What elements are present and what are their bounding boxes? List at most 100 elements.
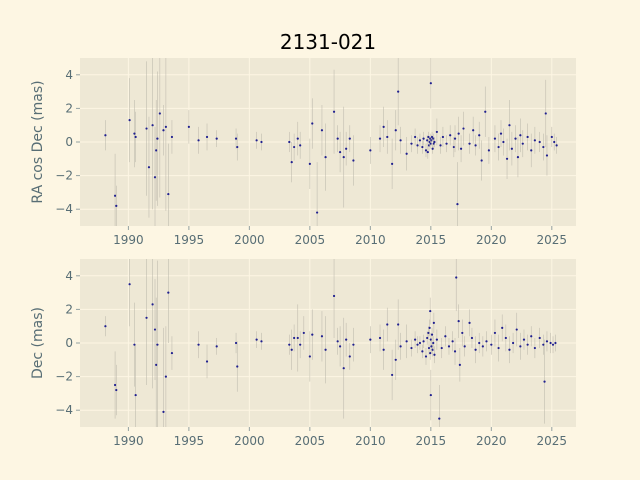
dec-xtick-label-2015: 2015 (416, 434, 447, 448)
dec-point-98 (530, 335, 533, 338)
ra-point-101 (526, 135, 529, 139)
dec-point-66 (433, 353, 436, 356)
dec-point-77 (457, 320, 460, 323)
ra-point-17 (187, 125, 190, 128)
ra-point-3 (128, 119, 131, 122)
ra-point-105 (542, 145, 545, 149)
ra-xtick-label-2000: 2000 (234, 233, 265, 247)
dec-point-7 (151, 303, 154, 306)
ra-xtick-label-2025: 2025 (537, 233, 568, 247)
ra-point-38 (342, 156, 345, 159)
ra-point-15 (167, 192, 170, 196)
ra-point-25 (288, 140, 291, 144)
dec-point-9 (155, 363, 158, 366)
ra-point-110 (555, 144, 558, 147)
ra-point-10 (155, 149, 158, 152)
dec-point-45 (397, 323, 400, 326)
dec-point-68 (429, 393, 432, 397)
ra-ytick-label-1: 2 (65, 101, 73, 115)
ra-point-90 (493, 137, 497, 140)
dec-point-89 (497, 346, 500, 350)
ra-point-58 (426, 139, 429, 142)
ra-point-29 (299, 144, 302, 147)
dec-point-64 (432, 341, 435, 345)
dec-point-46 (399, 345, 402, 348)
dec-xtick-label-2025: 2025 (537, 434, 568, 448)
ra-point-27 (293, 145, 296, 149)
dec-point-84 (478, 341, 481, 345)
ra-point-20 (215, 137, 218, 140)
ra-point-49 (399, 139, 402, 142)
ra-point-107 (545, 154, 549, 157)
dec-xtick-label-2005: 2005 (295, 434, 326, 448)
ra-point-79 (456, 203, 459, 206)
ra-point-26 (290, 161, 293, 164)
dec-point-10 (156, 343, 159, 346)
dec-point-32 (332, 294, 336, 298)
ra-point-73 (439, 144, 442, 147)
ra-xtick-label-2015: 2015 (416, 233, 447, 247)
ra-point-106 (544, 112, 547, 115)
ra-point-7 (147, 166, 151, 169)
dec-point-96 (522, 338, 526, 341)
dec-point-15 (197, 343, 200, 346)
ra-point-82 (462, 127, 465, 130)
ra-point-2 (115, 204, 118, 207)
ra-point-1 (113, 194, 117, 197)
dec-point-104 (549, 341, 552, 345)
ra-point-92 (499, 132, 503, 135)
dec-point-41 (382, 348, 385, 351)
dec-point-55 (426, 336, 429, 340)
dec-point-48 (410, 346, 413, 350)
ra-ytick-label-0: 4 (65, 68, 73, 82)
ra-point-76 (449, 134, 452, 137)
dec-point-85 (481, 345, 484, 348)
dec-point-69 (435, 338, 438, 341)
dec-point-100 (538, 336, 541, 340)
ra-ytick-label-2: 0 (65, 135, 73, 149)
ra-point-99 (519, 134, 522, 137)
ra-xtick-label-1990: 1990 (113, 233, 144, 247)
dec-point-74 (451, 340, 454, 343)
dec-point-21 (260, 340, 263, 343)
ra-point-32 (316, 211, 319, 214)
dec-point-34 (338, 345, 342, 348)
ra-point-33 (320, 129, 324, 132)
ra-point-86 (478, 134, 481, 137)
dec-point-82 (470, 336, 474, 340)
dec-ytick-label-1: 2 (65, 302, 73, 316)
ra-point-4 (133, 132, 136, 135)
dec-point-29 (311, 333, 314, 336)
dec-point-95 (519, 345, 522, 348)
dec-point-23 (290, 348, 293, 351)
ra-point-35 (332, 110, 336, 113)
dec-point-49 (414, 338, 417, 341)
ra-point-59 (427, 135, 430, 139)
dec-point-105 (551, 343, 555, 346)
dec-point-76 (455, 276, 458, 279)
dec-point-62 (430, 333, 434, 336)
dec-point-35 (342, 367, 345, 370)
ra-point-0 (104, 134, 107, 137)
dec-point-102 (543, 380, 546, 383)
dec-point-83 (474, 348, 477, 351)
ra-point-52 (414, 135, 417, 139)
dec-point-38 (352, 343, 355, 346)
ra-point-54 (418, 139, 422, 142)
ra-point-55 (421, 145, 424, 149)
dec-point-22 (288, 343, 291, 346)
dec-point-6 (145, 316, 148, 319)
ra-point-78 (453, 137, 457, 140)
ra-point-97 (514, 137, 517, 140)
ra-xtick-label-2005: 2005 (295, 233, 326, 247)
dec-point-65 (432, 321, 435, 324)
dec-point-79 (461, 331, 464, 335)
ra-point-69 (433, 140, 436, 144)
dec-point-52 (421, 350, 424, 353)
dec-point-47 (405, 340, 408, 343)
dec-point-72 (444, 335, 447, 338)
dec-point-1 (113, 383, 117, 387)
dec-point-30 (320, 335, 324, 338)
dec-point-4 (133, 343, 136, 346)
ra-point-39 (345, 147, 348, 150)
